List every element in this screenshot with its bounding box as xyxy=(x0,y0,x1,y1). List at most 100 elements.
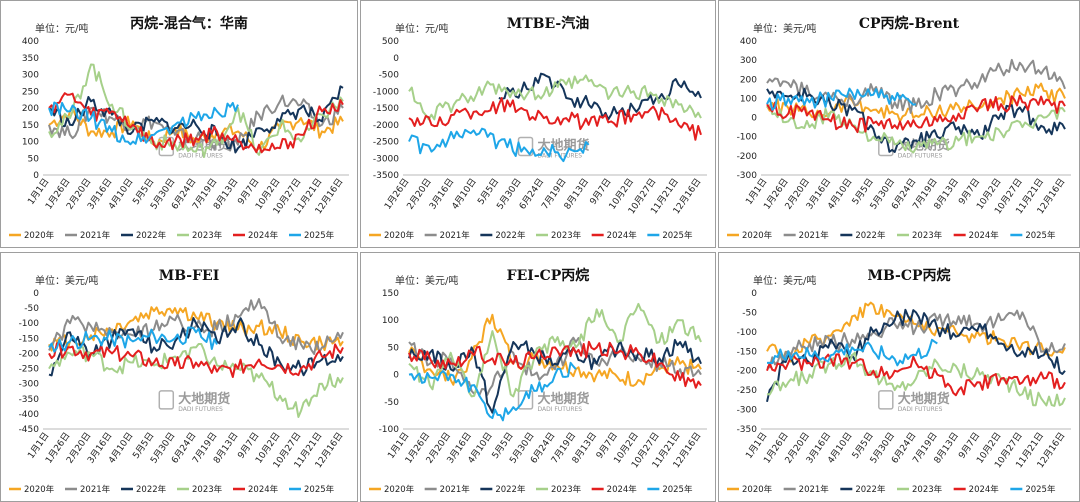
legend-label: 2023年 xyxy=(912,230,943,241)
y-tick-label: -1500 xyxy=(373,104,399,114)
y-tick-label: 500 xyxy=(382,37,399,47)
chart-panel-mb-fei: MB-FEI 单位：美元/吨 大地期货 DADI FUTURES -450 -400 -35… xyxy=(0,252,358,502)
series-line-2020年 xyxy=(766,301,1066,363)
chart-title: MB-CP丙烷 xyxy=(867,267,950,284)
legend-label: 2023年 xyxy=(192,484,223,495)
y-tick-label: 100 xyxy=(740,94,757,104)
legend-label: 2025年 xyxy=(304,230,335,241)
chart-panel-mb-cp: MB-CP丙烷 单位：美元/吨 大地期货 DADI FUTURES -350 -300 -2… xyxy=(718,252,1080,502)
legend-label: 2020年 xyxy=(384,230,415,241)
y-tick-label: 300 xyxy=(740,56,757,66)
chart-title: MTBE-汽油 xyxy=(507,15,590,32)
legend-label: 2021年 xyxy=(799,230,830,241)
y-tick-label: -300 xyxy=(737,406,758,416)
y-tick-label: -200 xyxy=(19,349,40,359)
series-line-2021年 xyxy=(408,336,702,396)
legend-label: 2024年 xyxy=(248,484,279,495)
y-tick-label: -500 xyxy=(379,71,400,81)
unit-label: 单位：元/吨 xyxy=(395,22,448,35)
legend-label: 2020年 xyxy=(742,484,773,495)
series-line-2020年 xyxy=(48,106,344,152)
y-tick-label: -350 xyxy=(19,395,40,405)
unit-label: 单位：美元/吨 xyxy=(35,274,98,287)
watermark-text: 大地期货 xyxy=(178,391,230,407)
series-line-2021年 xyxy=(48,298,344,355)
y-tick-label: 0 xyxy=(33,289,39,299)
series-line-2025年 xyxy=(766,338,938,367)
watermark-subtext: DADI FUTURES xyxy=(898,152,943,159)
unit-label: 单位：元/吨 xyxy=(35,22,88,35)
series-line-2023年 xyxy=(766,104,1066,154)
legend-label: 2020年 xyxy=(742,230,773,241)
y-tick-label: -50 xyxy=(384,398,399,408)
y-tick-label: 50 xyxy=(28,154,40,164)
series-line-2025年 xyxy=(48,101,239,146)
series-line-2022年 xyxy=(408,338,702,414)
y-tick-label: -250 xyxy=(737,386,758,396)
watermark-subtext: DADI FUTURES xyxy=(538,406,583,413)
y-tick-label: -400 xyxy=(19,410,40,420)
y-tick-label: -200 xyxy=(737,152,758,162)
y-tick-label: 400 xyxy=(22,37,39,47)
y-tick-label: -300 xyxy=(737,171,758,181)
watermark-logo-icon xyxy=(878,390,894,410)
series-line-2023年 xyxy=(766,351,1066,407)
y-tick-label: 400 xyxy=(740,37,757,47)
legend-label: 2021年 xyxy=(80,230,111,241)
y-tick-label: 0 xyxy=(33,171,39,181)
chart-panel-cp-brent: CP丙烷-Brent 单位：美元/吨 大地期货 DADI FUTURES -300 -20… xyxy=(718,0,1080,248)
y-tick-label: 50 xyxy=(388,343,400,353)
legend-label: 2025年 xyxy=(1025,484,1056,495)
watermark-logo-icon xyxy=(158,390,175,410)
legend-label: 2021年 xyxy=(440,484,471,495)
legend-label: 2021年 xyxy=(440,230,471,241)
series-line-2021年 xyxy=(766,58,1066,114)
y-tick-label: 0 xyxy=(393,371,399,381)
series-line-2025年 xyxy=(48,326,218,353)
y-tick-label: -100 xyxy=(737,133,758,143)
legend-label: 2020年 xyxy=(24,484,55,495)
chart-panel-fei-cp: FEI-CP丙烷 单位：美元/吨 大地期货 DADI FUTURES -100 -50 0 5… xyxy=(360,252,716,502)
series-line-2021年 xyxy=(766,309,1066,369)
chart-title: FEI-CP丙烷 xyxy=(507,267,590,284)
legend-label: 2021年 xyxy=(799,484,830,495)
legend-label: 2025年 xyxy=(1025,230,1056,241)
legend-label: 2023年 xyxy=(551,230,582,241)
series-line-2024年 xyxy=(766,94,1066,134)
legend-label: 2024年 xyxy=(248,230,279,241)
chart-panel-mtbe-gasoline: MTBE-汽油 单位：元/吨 大地期货 DADI FUTURES -3500 -3000-… xyxy=(360,0,716,248)
y-tick-label: 250 xyxy=(22,87,39,97)
chart-title: 丙烷-混合气：华南 xyxy=(130,15,248,32)
legend-label: 2021年 xyxy=(80,484,111,495)
series-line-2023年 xyxy=(48,343,344,418)
chart-title: MB-FEI xyxy=(159,268,220,284)
y-tick-label: -200 xyxy=(737,367,758,377)
watermark-subtext: DADI FUTURES xyxy=(178,406,223,413)
series-line-2020年 xyxy=(766,82,1066,123)
legend-label: 2022年 xyxy=(855,484,886,495)
series-line-2022年 xyxy=(766,308,1066,403)
legend-label: 2020年 xyxy=(24,230,55,241)
legend-label: 2025年 xyxy=(304,484,335,495)
y-tick-label: -1000 xyxy=(373,87,399,97)
y-tick-label: -100 xyxy=(19,319,40,329)
y-tick-label: -250 xyxy=(19,365,40,375)
y-tick-label: -150 xyxy=(737,347,758,357)
legend-label: 2025年 xyxy=(662,230,693,241)
y-tick-label: 100 xyxy=(382,316,399,326)
legend-label: 2022年 xyxy=(855,230,886,241)
series-line-2025年 xyxy=(408,361,577,422)
series-line-2023年 xyxy=(408,302,702,398)
y-tick-label: -300 xyxy=(19,380,40,390)
watermark-subtext: DADI FUTURES xyxy=(898,406,943,413)
y-tick-label: 200 xyxy=(22,104,39,114)
legend-label: 2022年 xyxy=(495,484,526,495)
y-tick-label: 200 xyxy=(740,75,757,85)
series-line-2025年 xyxy=(408,127,590,163)
y-tick-label: -3500 xyxy=(373,171,399,181)
